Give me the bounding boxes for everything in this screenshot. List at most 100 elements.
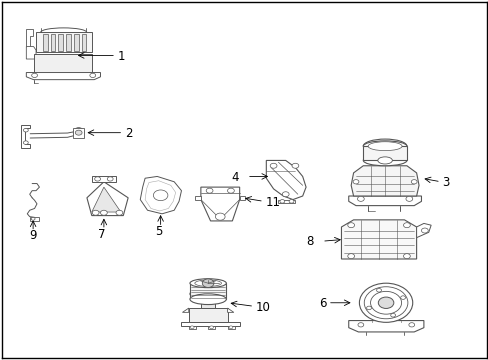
Ellipse shape bbox=[73, 128, 84, 138]
Text: 2: 2 bbox=[124, 127, 132, 140]
Bar bbox=[30, 217, 40, 221]
Polygon shape bbox=[87, 182, 128, 216]
Circle shape bbox=[378, 297, 393, 309]
Circle shape bbox=[403, 223, 409, 228]
Circle shape bbox=[405, 196, 412, 201]
Text: 3: 3 bbox=[442, 176, 449, 189]
Ellipse shape bbox=[363, 155, 406, 166]
Bar bbox=[50, 34, 55, 51]
Polygon shape bbox=[350, 166, 418, 196]
Bar bbox=[363, 146, 406, 161]
Text: 11: 11 bbox=[265, 195, 280, 208]
Circle shape bbox=[202, 279, 214, 288]
Circle shape bbox=[366, 306, 371, 310]
Text: 9: 9 bbox=[29, 229, 37, 242]
Circle shape bbox=[23, 141, 28, 144]
Circle shape bbox=[347, 223, 354, 228]
Polygon shape bbox=[188, 308, 227, 321]
Circle shape bbox=[116, 210, 122, 215]
Circle shape bbox=[215, 213, 224, 220]
Text: 4: 4 bbox=[231, 171, 239, 184]
Circle shape bbox=[95, 177, 101, 181]
Polygon shape bbox=[21, 125, 30, 148]
Polygon shape bbox=[348, 196, 421, 206]
Polygon shape bbox=[341, 220, 416, 259]
Circle shape bbox=[357, 323, 363, 327]
Circle shape bbox=[206, 188, 213, 193]
Bar bbox=[189, 283, 225, 299]
Polygon shape bbox=[348, 320, 423, 332]
Circle shape bbox=[390, 314, 395, 317]
Polygon shape bbox=[36, 32, 92, 52]
Circle shape bbox=[403, 254, 409, 258]
Polygon shape bbox=[26, 72, 101, 80]
Polygon shape bbox=[92, 187, 121, 212]
Bar bbox=[43, 34, 47, 51]
Polygon shape bbox=[201, 187, 239, 221]
Ellipse shape bbox=[189, 279, 226, 288]
Polygon shape bbox=[188, 326, 196, 329]
Polygon shape bbox=[227, 308, 233, 312]
Polygon shape bbox=[278, 199, 295, 203]
Circle shape bbox=[359, 283, 412, 322]
Ellipse shape bbox=[194, 280, 221, 287]
Polygon shape bbox=[182, 308, 188, 312]
Ellipse shape bbox=[189, 294, 226, 305]
Polygon shape bbox=[227, 326, 234, 329]
Circle shape bbox=[270, 163, 276, 168]
Circle shape bbox=[410, 180, 416, 184]
Circle shape bbox=[23, 129, 28, 132]
Polygon shape bbox=[92, 176, 116, 182]
Polygon shape bbox=[195, 196, 201, 200]
Circle shape bbox=[400, 296, 405, 300]
Polygon shape bbox=[208, 326, 215, 329]
Circle shape bbox=[153, 190, 167, 201]
Polygon shape bbox=[266, 161, 305, 199]
Circle shape bbox=[288, 199, 293, 203]
Ellipse shape bbox=[363, 141, 406, 152]
Bar bbox=[66, 34, 71, 51]
Circle shape bbox=[376, 288, 381, 292]
Text: 7: 7 bbox=[98, 228, 105, 240]
Text: 10: 10 bbox=[255, 301, 270, 314]
Bar bbox=[74, 34, 79, 51]
Circle shape bbox=[32, 73, 38, 77]
Bar bbox=[73, 128, 84, 138]
Circle shape bbox=[370, 291, 401, 314]
Circle shape bbox=[92, 210, 99, 215]
Circle shape bbox=[347, 254, 354, 258]
Circle shape bbox=[75, 130, 82, 135]
Polygon shape bbox=[239, 196, 245, 200]
Circle shape bbox=[228, 326, 232, 329]
Ellipse shape bbox=[377, 157, 391, 164]
Polygon shape bbox=[34, 54, 92, 73]
Polygon shape bbox=[416, 224, 430, 238]
Circle shape bbox=[227, 188, 234, 193]
Text: 1: 1 bbox=[117, 50, 125, 63]
Circle shape bbox=[31, 217, 35, 220]
Circle shape bbox=[357, 196, 364, 201]
Circle shape bbox=[209, 326, 213, 329]
Circle shape bbox=[421, 228, 427, 233]
Polygon shape bbox=[145, 181, 175, 211]
Circle shape bbox=[352, 180, 358, 184]
Circle shape bbox=[190, 326, 194, 329]
Circle shape bbox=[408, 323, 414, 327]
Circle shape bbox=[90, 73, 96, 77]
Ellipse shape bbox=[75, 130, 82, 136]
Circle shape bbox=[101, 210, 107, 215]
Ellipse shape bbox=[189, 288, 226, 299]
Circle shape bbox=[291, 163, 298, 168]
Bar bbox=[81, 34, 86, 51]
Bar bbox=[201, 299, 215, 308]
Bar bbox=[58, 34, 63, 51]
Polygon shape bbox=[26, 46, 36, 59]
Text: 6: 6 bbox=[319, 297, 326, 310]
Circle shape bbox=[107, 177, 113, 181]
Circle shape bbox=[279, 199, 284, 203]
Polygon shape bbox=[26, 29, 33, 46]
Ellipse shape bbox=[367, 142, 401, 150]
Circle shape bbox=[282, 192, 288, 197]
Polygon shape bbox=[181, 321, 239, 326]
Circle shape bbox=[364, 287, 407, 319]
